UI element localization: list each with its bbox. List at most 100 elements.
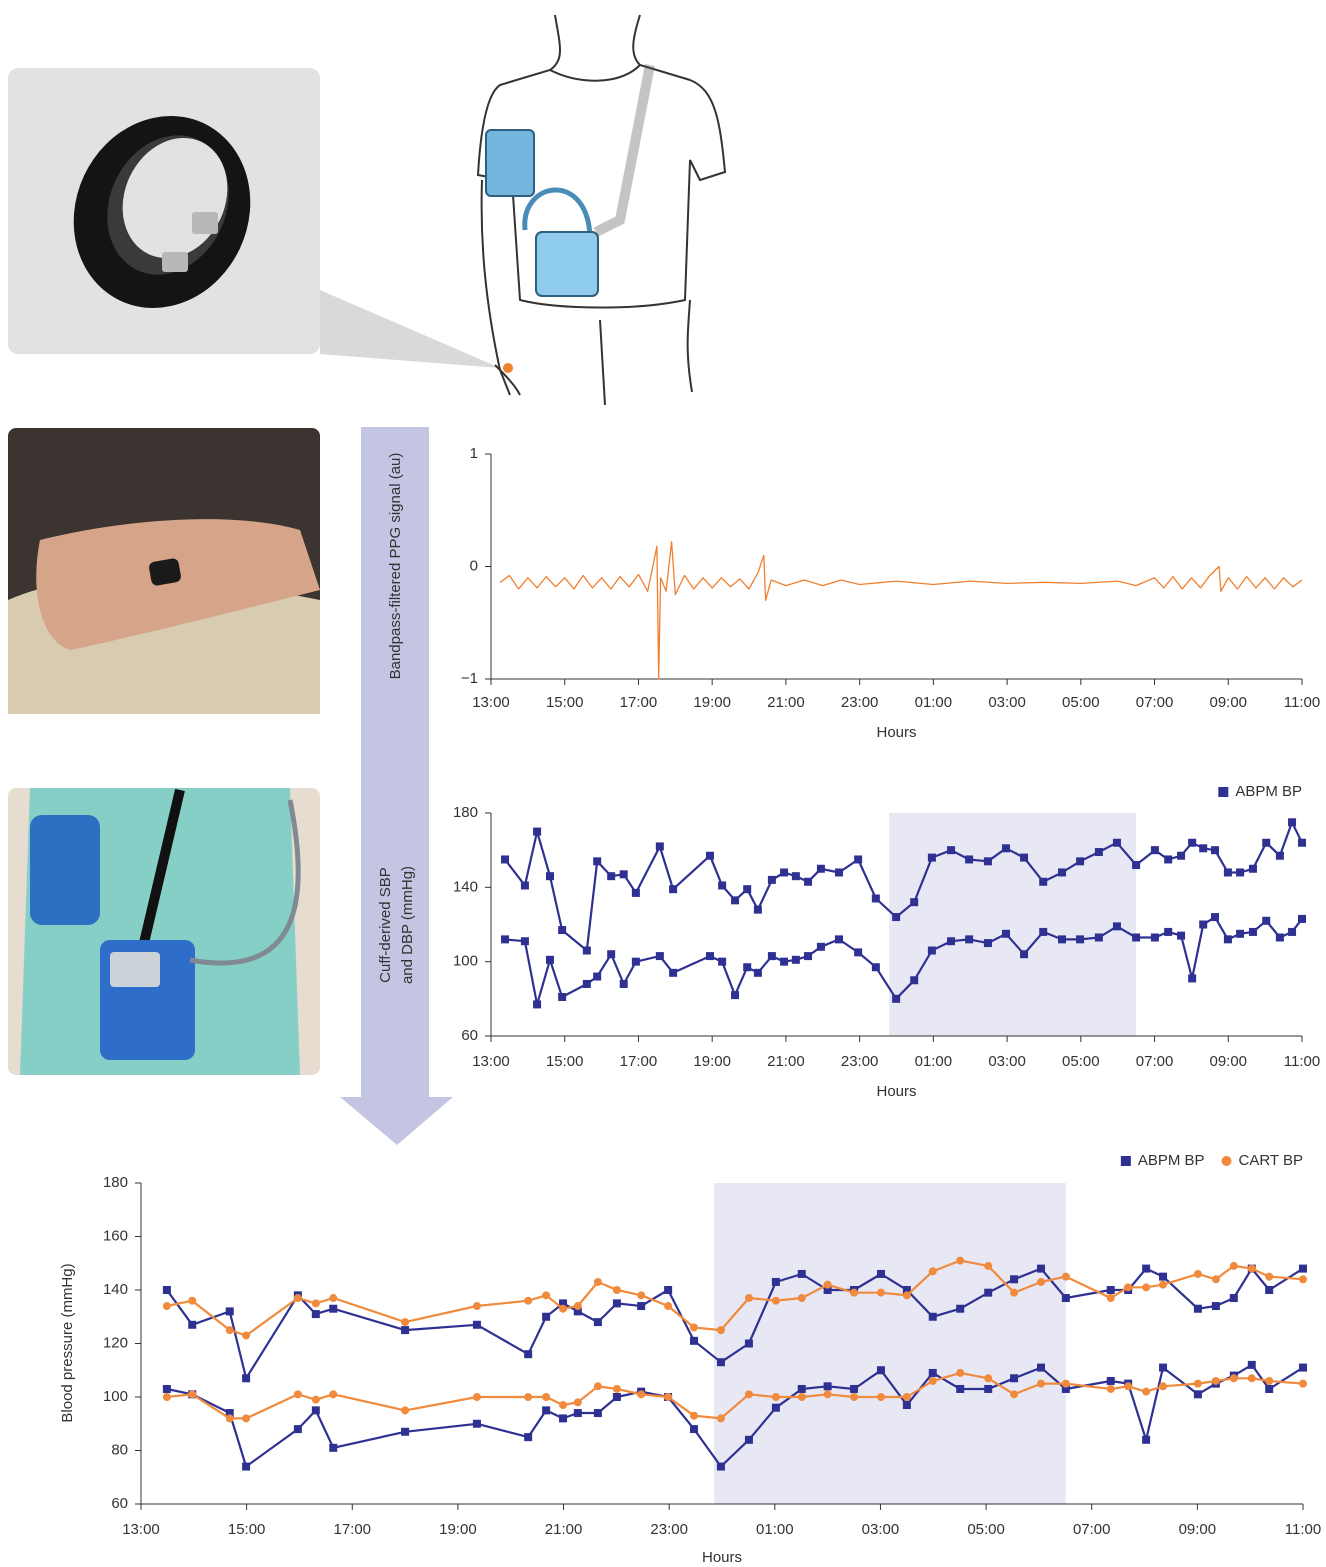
point-marker [401, 1326, 410, 1335]
point-marker [655, 952, 664, 961]
point-marker [902, 1393, 911, 1401]
point-marker [854, 948, 863, 957]
point-marker [1010, 1374, 1019, 1383]
y-tick-label: 60 [461, 1027, 478, 1044]
point-marker [637, 1291, 646, 1300]
point-marker [1039, 877, 1048, 886]
point-marker [771, 1277, 780, 1286]
x-tick-label: 13:00 [472, 1053, 510, 1070]
x-axis-label: Hours [876, 724, 916, 741]
point-marker [744, 1435, 753, 1444]
point-marker [520, 881, 529, 890]
point-marker [1199, 920, 1208, 929]
point-marker [1193, 1390, 1202, 1399]
x-tick-label: 11:00 [1284, 1053, 1320, 1070]
x-tick-label: 09:00 [1209, 1053, 1247, 1070]
legend-label: CART BP [1239, 1152, 1303, 1169]
point-marker [965, 855, 974, 864]
point-marker [1058, 868, 1067, 877]
point-marker [664, 1302, 673, 1311]
point-marker [631, 888, 640, 897]
y-axis-label: and DBP (mmHg) [399, 866, 416, 984]
point-marker [1265, 1286, 1274, 1294]
point-marker [1094, 848, 1103, 857]
point-marker [892, 994, 901, 1003]
point-marker [524, 1296, 533, 1305]
x-tick-label: 19:00 [439, 1521, 477, 1538]
y-tick-label: 100 [103, 1388, 128, 1405]
y-axis-label: Bandpass-filtered PPG signal (au) [387, 453, 404, 680]
point-marker [834, 868, 843, 877]
point-marker [1039, 927, 1048, 936]
point-marker [731, 896, 740, 905]
point-marker [1142, 1435, 1151, 1444]
x-tick-label: 03:00 [862, 1521, 900, 1538]
point-marker [242, 1331, 251, 1340]
x-tick-label: 01:00 [915, 1053, 953, 1070]
point-marker [690, 1411, 699, 1420]
point-marker [545, 955, 554, 964]
point-marker [1159, 1382, 1168, 1391]
x-tick-label: 05:00 [1062, 1053, 1100, 1070]
point-marker [1132, 933, 1141, 942]
point-marker [542, 1393, 551, 1401]
point-marker [619, 870, 628, 879]
point-marker [1037, 1363, 1046, 1372]
y-tick-label: 140 [103, 1281, 128, 1298]
point-marker [311, 1299, 320, 1308]
point-marker [927, 853, 936, 862]
x-tick-label: 15:00 [228, 1521, 266, 1538]
y-tick-label: 100 [453, 953, 478, 970]
y-tick-label: 120 [103, 1334, 128, 1351]
point-marker [524, 1433, 533, 1442]
x-tick-label: 19:00 [693, 694, 731, 711]
point-marker [472, 1419, 481, 1428]
point-marker [1094, 933, 1103, 942]
point-marker [892, 913, 901, 922]
point-marker [1288, 818, 1297, 827]
point-marker [1298, 914, 1306, 923]
cuff-photo [8, 788, 320, 1075]
point-marker [311, 1406, 320, 1415]
point-marker [607, 872, 616, 881]
point-marker [1193, 1379, 1202, 1388]
point-marker [771, 1296, 780, 1305]
point-marker [1010, 1275, 1019, 1284]
point-marker [664, 1286, 673, 1294]
series-line [504, 916, 1303, 1006]
point-marker [542, 1312, 551, 1321]
point-marker [1106, 1294, 1115, 1303]
point-marker [501, 855, 510, 864]
point-marker [1010, 1390, 1019, 1399]
x-tick-label: 23:00 [650, 1521, 688, 1538]
point-marker [573, 1409, 582, 1418]
point-marker [162, 1302, 171, 1311]
point-marker [705, 851, 714, 860]
point-marker [716, 1326, 725, 1335]
point-marker [850, 1288, 859, 1297]
point-marker [1164, 855, 1173, 864]
point-marker [1265, 1272, 1274, 1281]
point-marker [524, 1393, 533, 1401]
x-tick-label: 17:00 [333, 1521, 371, 1538]
point-marker [612, 1393, 621, 1401]
point-marker [1061, 1384, 1070, 1393]
point-marker [1061, 1294, 1070, 1303]
point-marker [533, 827, 542, 836]
x-tick-label: 23:00 [841, 1053, 879, 1070]
point-marker [823, 1390, 832, 1399]
point-marker [188, 1390, 197, 1399]
ring-panel [8, 68, 500, 368]
x-tick-label: 21:00 [767, 1053, 805, 1070]
point-marker [401, 1406, 410, 1415]
point-marker [329, 1294, 338, 1303]
point-marker [876, 1269, 885, 1278]
point-marker [524, 1350, 533, 1359]
point-marker [1001, 929, 1010, 938]
point-marker [716, 1358, 725, 1367]
point-marker [690, 1323, 699, 1332]
point-marker [928, 1368, 937, 1377]
point-marker [1106, 1286, 1115, 1294]
point-marker [1223, 868, 1232, 877]
legend-marker [1120, 1156, 1131, 1166]
